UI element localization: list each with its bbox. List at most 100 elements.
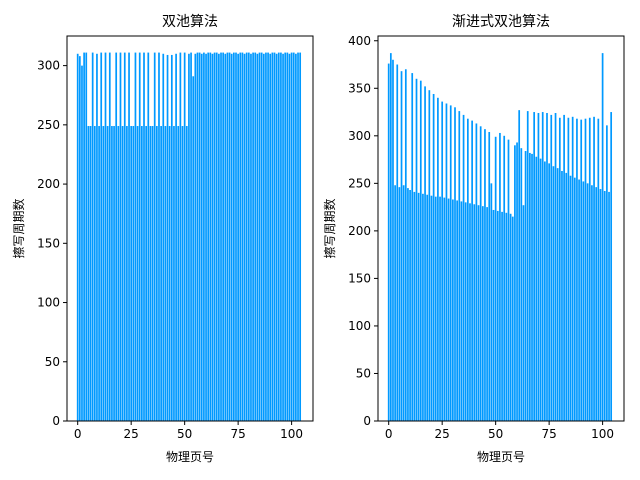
bar [299, 52, 302, 421]
y-tick-label: 350 [348, 81, 371, 95]
bar [548, 163, 550, 421]
bar [526, 111, 529, 421]
bar [522, 205, 525, 421]
bar [252, 52, 254, 421]
y-tick-label: 400 [348, 34, 371, 48]
bar [190, 52, 192, 421]
bar [254, 52, 257, 421]
bar [586, 183, 589, 421]
bar [243, 53, 246, 422]
x-tick-label: 100 [280, 427, 303, 441]
y-tick-label: 250 [348, 176, 371, 190]
bar [211, 53, 214, 422]
bar [91, 52, 94, 421]
bar [477, 205, 480, 421]
bar [194, 53, 197, 422]
bar [537, 113, 540, 421]
bar [245, 52, 248, 421]
bar [141, 126, 143, 421]
plot-frame [377, 35, 625, 422]
y-tick-label: 50 [45, 355, 60, 369]
bar [556, 168, 559, 421]
bar [200, 53, 203, 422]
bar [106, 126, 109, 421]
bar [529, 152, 531, 421]
bar [599, 189, 602, 421]
bar [290, 52, 293, 421]
bar [511, 216, 514, 421]
y-tick-label: 0 [52, 414, 60, 428]
y-axis-label: 擦写周期数 [322, 198, 337, 258]
bar [603, 190, 606, 421]
bar [265, 52, 267, 421]
bar [481, 206, 484, 421]
bar [85, 52, 88, 421]
bar [458, 111, 461, 421]
bar [185, 126, 188, 421]
bar [203, 52, 205, 421]
bar [192, 76, 195, 421]
bar [83, 52, 85, 421]
bar [426, 194, 429, 421]
bar [93, 126, 96, 421]
y-tick-label: 250 [37, 118, 60, 132]
bar [580, 119, 583, 422]
bar [422, 193, 424, 421]
bar [209, 52, 212, 421]
bar [162, 53, 165, 422]
bar [143, 52, 145, 421]
bar [571, 116, 574, 422]
bar [552, 166, 555, 421]
bar [593, 116, 595, 422]
bar [404, 69, 407, 422]
bar [267, 52, 269, 421]
bar [601, 53, 604, 422]
bar [198, 52, 201, 421]
bar [104, 52, 107, 421]
bar [454, 107, 456, 422]
bar [288, 53, 291, 422]
bar [441, 101, 444, 421]
bar [295, 53, 297, 422]
bar [424, 86, 426, 421]
bar [449, 105, 452, 422]
y-axis-label: 擦写周期数 [11, 198, 26, 258]
bar [277, 52, 280, 421]
bar [147, 52, 150, 421]
bar [215, 52, 218, 421]
bar [396, 64, 399, 422]
bar [123, 52, 126, 421]
bar [164, 126, 167, 421]
bar [149, 126, 152, 421]
x-tick-label: 75 [230, 427, 245, 441]
bar [447, 198, 450, 421]
plot-frame [66, 35, 314, 422]
x-tick-label: 25 [124, 427, 139, 441]
bar [179, 52, 182, 421]
bar [241, 52, 244, 421]
bar [516, 142, 518, 421]
bar [111, 126, 113, 421]
y-tick-label: 0 [363, 414, 371, 428]
bars [76, 52, 302, 422]
bar [484, 129, 486, 421]
bar [282, 53, 284, 422]
bar [409, 190, 411, 421]
bar [439, 196, 441, 421]
bar [466, 118, 469, 421]
bar [531, 153, 533, 421]
bar [389, 53, 392, 422]
bar [280, 52, 282, 421]
bar [166, 54, 169, 421]
bar [117, 126, 120, 421]
x-tick-label: 50 [177, 427, 192, 441]
bar [260, 52, 263, 421]
bar [518, 110, 521, 422]
bar [183, 52, 186, 421]
x-tick-label: 0 [74, 427, 82, 441]
bar [578, 179, 580, 421]
bar [250, 53, 252, 422]
bar [151, 126, 154, 421]
bar [541, 112, 544, 422]
